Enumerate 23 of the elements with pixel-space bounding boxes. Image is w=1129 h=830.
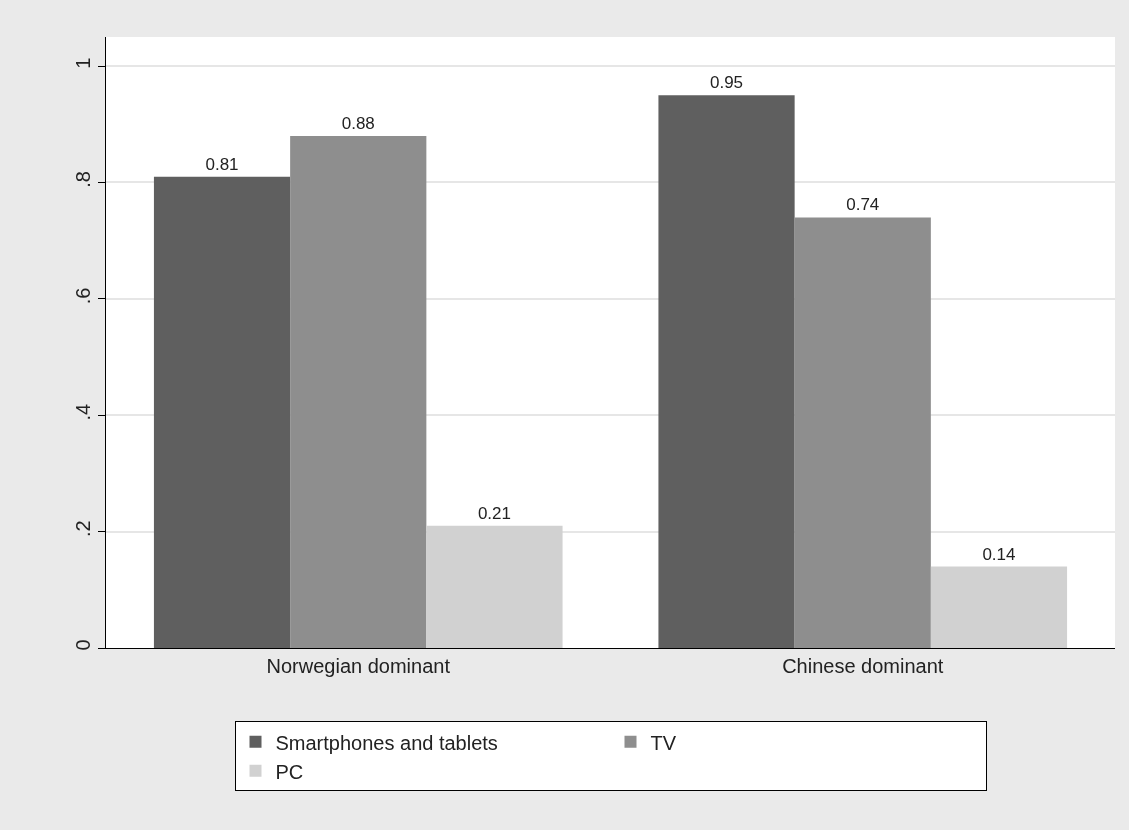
data-label: 0.21 [477, 503, 512, 523]
x-tick-label: Chinese dominant [782, 655, 944, 677]
x-tick-label: Norwegian dominant [266, 655, 451, 677]
legend-label: Smartphones and tablets [275, 731, 498, 754]
y-tick-label: .2 [72, 520, 94, 537]
data-label: 0.81 [205, 154, 239, 174]
bar [930, 566, 1068, 648]
y-tick-label: .8 [72, 171, 94, 188]
y-tick-label: 0 [72, 639, 94, 651]
bar [794, 217, 931, 648]
data-label: 0.95 [709, 73, 744, 93]
y-tick-label: 1 [72, 57, 94, 69]
data-label: 0.74 [846, 195, 880, 215]
legend-label: TV [650, 731, 677, 754]
bar [290, 135, 427, 648]
legend-label: PC [275, 760, 304, 783]
y-tick-label: .4 [72, 403, 94, 421]
bar [153, 176, 291, 648]
data-label: 0.14 [982, 544, 1016, 564]
bar [426, 525, 563, 648]
y-tick-label: .6 [72, 287, 94, 305]
bar [658, 95, 795, 648]
data-label: 0.88 [341, 113, 375, 133]
